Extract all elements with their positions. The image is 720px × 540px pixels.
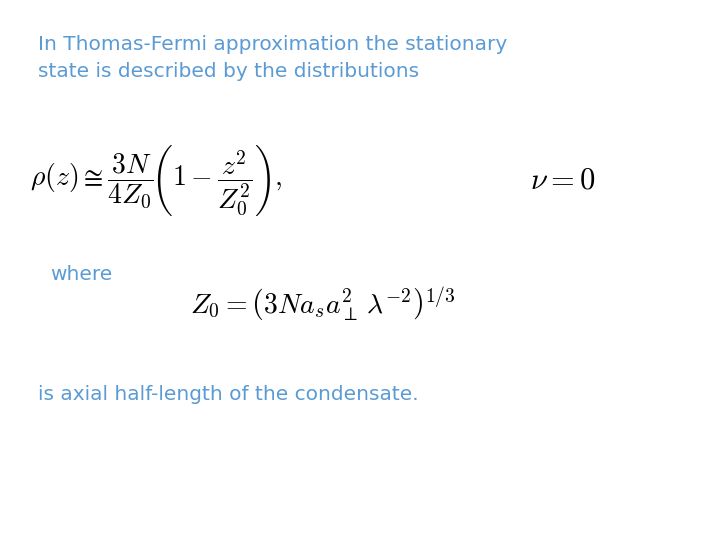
Text: is axial half-length of the condensate.: is axial half-length of the condensate. xyxy=(38,385,418,404)
Text: $\nu=0$: $\nu=0$ xyxy=(530,165,595,194)
Text: $Z_0=\left(3Na_s a_{\perp}^{2}\,\lambda^{-2}\right)^{1/3}$: $Z_0=\left(3Na_s a_{\perp}^{2}\,\lambda^… xyxy=(190,286,456,324)
Text: In Thomas-Fermi approximation the stationary: In Thomas-Fermi approximation the statio… xyxy=(38,35,508,54)
Text: $\rho(z)\cong\dfrac{3N}{4Z_0}\!\left(1-\dfrac{z^2}{Z_0^2}\right),$: $\rho(z)\cong\dfrac{3N}{4Z_0}\!\left(1-\… xyxy=(30,143,283,218)
Text: where: where xyxy=(50,265,112,284)
Text: state is described by the distributions: state is described by the distributions xyxy=(38,62,419,81)
